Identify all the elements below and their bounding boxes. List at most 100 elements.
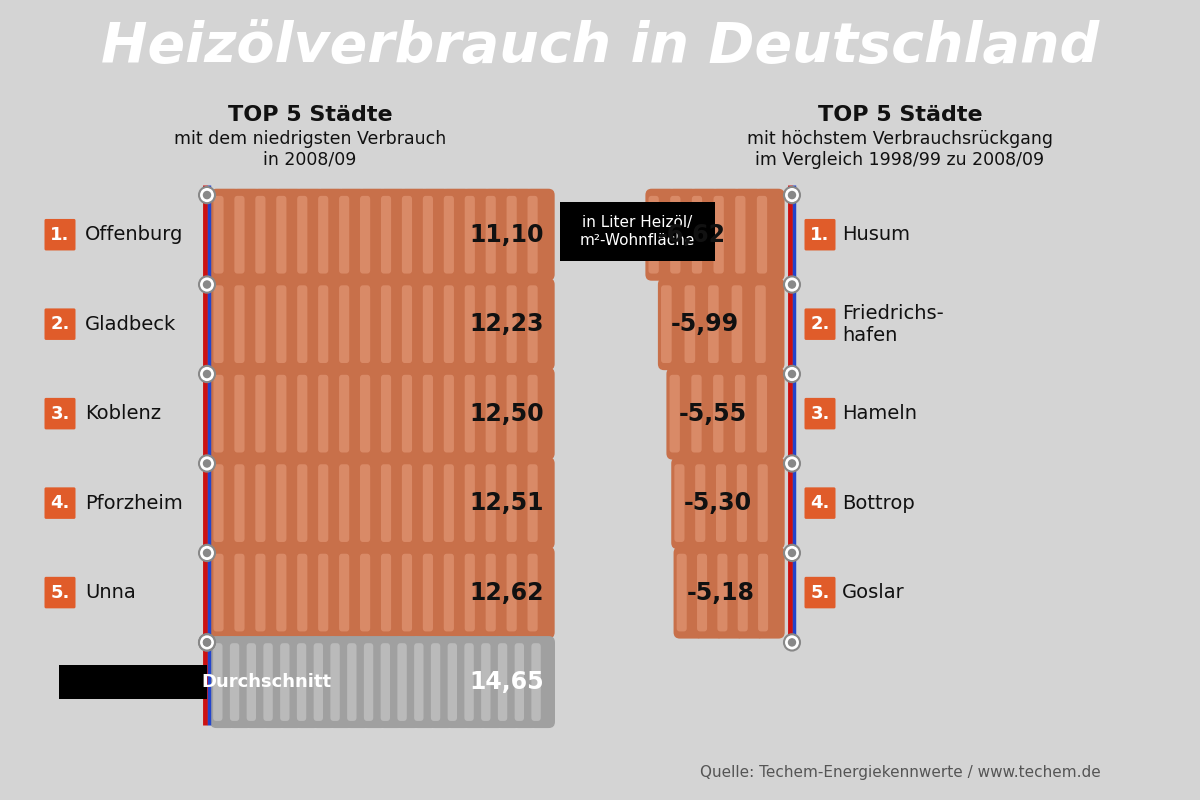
Bar <box>360 378 364 450</box>
FancyBboxPatch shape <box>440 546 470 638</box>
Circle shape <box>788 550 796 557</box>
Bar <box>422 557 426 628</box>
FancyBboxPatch shape <box>732 189 763 281</box>
Bar <box>713 378 716 450</box>
Bar <box>718 557 720 628</box>
FancyBboxPatch shape <box>444 374 454 453</box>
Text: Quelle: Techem-Energiekennwerte / www.techem.de: Quelle: Techem-Energiekennwerte / www.te… <box>700 765 1100 780</box>
FancyBboxPatch shape <box>298 464 307 542</box>
Bar <box>734 378 738 450</box>
Circle shape <box>784 187 800 203</box>
FancyBboxPatch shape <box>462 368 492 460</box>
FancyBboxPatch shape <box>402 374 412 453</box>
FancyBboxPatch shape <box>733 457 764 549</box>
FancyBboxPatch shape <box>276 374 287 453</box>
FancyBboxPatch shape <box>708 286 719 363</box>
FancyBboxPatch shape <box>234 196 245 274</box>
FancyBboxPatch shape <box>336 457 366 549</box>
FancyBboxPatch shape <box>328 636 354 728</box>
FancyBboxPatch shape <box>356 546 388 638</box>
Circle shape <box>204 639 210 646</box>
FancyBboxPatch shape <box>422 464 433 542</box>
Bar <box>758 557 761 628</box>
FancyBboxPatch shape <box>462 457 492 549</box>
FancyBboxPatch shape <box>294 368 324 460</box>
FancyBboxPatch shape <box>360 554 370 631</box>
Text: Bottrop: Bottrop <box>842 494 914 513</box>
FancyBboxPatch shape <box>252 546 282 638</box>
FancyBboxPatch shape <box>444 636 472 728</box>
FancyBboxPatch shape <box>528 554 538 631</box>
Bar <box>691 199 695 270</box>
Circle shape <box>204 191 210 198</box>
Bar <box>422 378 426 450</box>
Bar <box>230 646 233 718</box>
FancyBboxPatch shape <box>214 286 223 363</box>
FancyBboxPatch shape <box>732 286 743 363</box>
FancyBboxPatch shape <box>464 464 475 542</box>
Bar <box>506 557 510 628</box>
FancyBboxPatch shape <box>44 219 76 250</box>
Circle shape <box>204 460 210 467</box>
FancyBboxPatch shape <box>716 464 726 542</box>
Bar <box>318 378 322 450</box>
Bar <box>486 289 488 360</box>
Circle shape <box>204 550 210 557</box>
Bar <box>298 467 300 539</box>
FancyBboxPatch shape <box>674 464 684 542</box>
Circle shape <box>784 455 800 472</box>
FancyBboxPatch shape <box>692 196 702 274</box>
Bar <box>757 467 761 539</box>
FancyBboxPatch shape <box>398 457 430 549</box>
Bar <box>340 467 342 539</box>
Bar <box>380 289 384 360</box>
FancyBboxPatch shape <box>234 374 245 453</box>
Bar <box>360 199 364 270</box>
FancyBboxPatch shape <box>462 546 492 638</box>
Text: 14,65: 14,65 <box>469 670 544 694</box>
FancyBboxPatch shape <box>210 457 241 549</box>
FancyBboxPatch shape <box>420 457 450 549</box>
FancyBboxPatch shape <box>462 278 492 370</box>
Bar <box>348 646 350 718</box>
Bar <box>360 467 364 539</box>
FancyBboxPatch shape <box>402 554 412 631</box>
FancyBboxPatch shape <box>515 643 524 721</box>
FancyBboxPatch shape <box>673 546 703 638</box>
FancyBboxPatch shape <box>677 554 686 631</box>
Bar <box>757 199 760 270</box>
Bar <box>382 646 384 718</box>
FancyBboxPatch shape <box>532 643 541 721</box>
FancyBboxPatch shape <box>422 286 433 363</box>
FancyBboxPatch shape <box>318 286 329 363</box>
Bar <box>276 378 280 450</box>
Bar <box>560 202 715 261</box>
FancyBboxPatch shape <box>252 457 282 549</box>
Bar <box>318 557 322 628</box>
FancyBboxPatch shape <box>704 278 738 370</box>
Bar <box>444 467 446 539</box>
Bar <box>415 646 418 718</box>
Bar <box>402 199 406 270</box>
Bar <box>486 199 488 270</box>
Text: 12,23: 12,23 <box>469 312 544 336</box>
Circle shape <box>784 545 800 561</box>
Text: 2.: 2. <box>810 315 829 333</box>
FancyBboxPatch shape <box>360 286 370 363</box>
FancyBboxPatch shape <box>464 374 475 453</box>
FancyBboxPatch shape <box>420 546 450 638</box>
FancyBboxPatch shape <box>336 189 366 281</box>
FancyBboxPatch shape <box>754 368 785 460</box>
FancyBboxPatch shape <box>378 457 408 549</box>
FancyBboxPatch shape <box>316 189 346 281</box>
Circle shape <box>199 634 215 650</box>
FancyBboxPatch shape <box>444 196 454 274</box>
Bar <box>298 199 300 270</box>
FancyBboxPatch shape <box>244 636 270 728</box>
FancyBboxPatch shape <box>340 286 349 363</box>
FancyBboxPatch shape <box>318 374 329 453</box>
FancyBboxPatch shape <box>340 196 349 274</box>
FancyBboxPatch shape <box>689 189 720 281</box>
FancyBboxPatch shape <box>256 464 265 542</box>
FancyBboxPatch shape <box>298 374 307 453</box>
